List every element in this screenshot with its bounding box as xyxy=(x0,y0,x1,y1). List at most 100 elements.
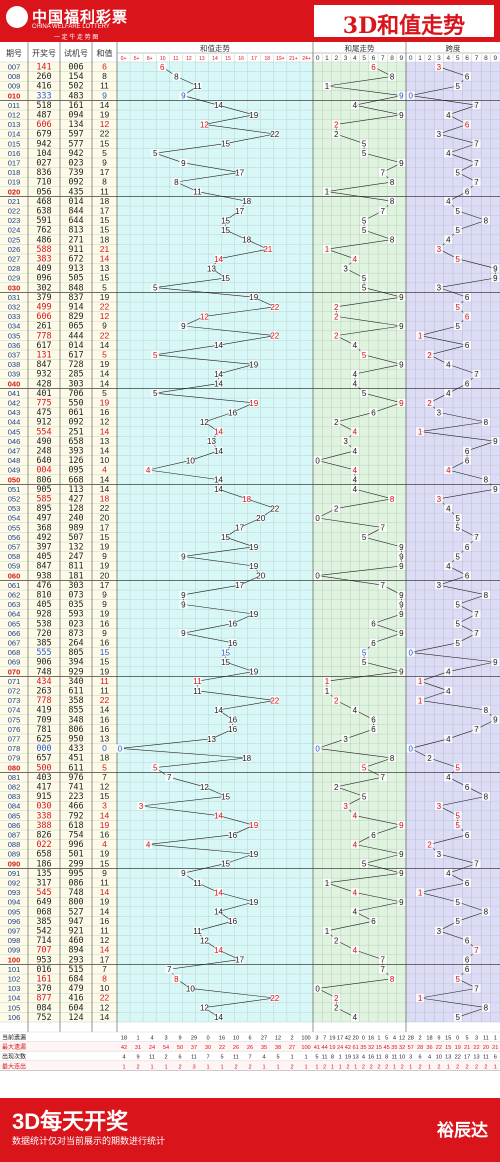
tail-trend-point-bg xyxy=(332,1003,341,1012)
open-number-cell: 778 xyxy=(36,331,51,341)
test-number-cell: 593 xyxy=(68,610,83,620)
period-cell: 086 xyxy=(8,821,21,830)
tail-trend-point: 9 xyxy=(399,610,404,619)
sum-cell: 17 xyxy=(100,954,110,964)
period-cell: 097 xyxy=(8,926,21,935)
sum-trend-point-bg xyxy=(249,110,258,119)
period-cell: 014 xyxy=(8,130,21,139)
span-trend-point-bg xyxy=(453,638,462,647)
span-trend-point: 9 xyxy=(493,274,498,283)
tail-trend-point: 9 xyxy=(399,399,404,408)
period-cell: 035 xyxy=(8,331,21,340)
span-trend-point: 5 xyxy=(455,514,460,523)
span-trend-point-bg xyxy=(491,657,500,667)
stat-tail-value: 61 xyxy=(353,1045,359,1051)
sum-cell: 19 xyxy=(100,109,110,119)
sum-trend-point-bg xyxy=(151,350,160,359)
sum-trend-point: 13 xyxy=(207,735,216,744)
tail-trend-point-bg xyxy=(350,465,359,475)
tail-trend-point: 4 xyxy=(353,706,358,715)
test-number-cell: 873 xyxy=(68,629,83,639)
open-number-cell: 030 xyxy=(36,802,51,812)
stat-sum-value: 26 xyxy=(247,1045,253,1051)
tail-trend-point-bg xyxy=(397,293,406,302)
test-number-cell: 848 xyxy=(68,283,83,293)
test-number-cell: 792 xyxy=(68,811,83,821)
stat-sum-value: 31 xyxy=(135,1045,141,1051)
span-trend-point-bg xyxy=(453,254,462,263)
tail-trend-point: 6 xyxy=(371,63,376,72)
test-number-cell: 502 xyxy=(68,82,83,92)
sum-trend-point-bg xyxy=(214,485,223,494)
test-number-cell: 844 xyxy=(68,206,83,216)
sum-trend-point: 20 xyxy=(256,572,265,581)
span-trend-point-bg xyxy=(463,341,472,350)
stat-sum-value: 2 xyxy=(178,1064,181,1070)
sum-trend-point: 16 xyxy=(228,620,237,629)
header-sum: 和值 xyxy=(97,48,113,58)
period-cell: 056 xyxy=(8,533,21,542)
sum-bin-label: 19+ xyxy=(276,56,285,62)
sum-trend-point: 12 xyxy=(200,312,209,321)
tail-trend-point-bg xyxy=(341,264,350,273)
open-number-cell: 928 xyxy=(36,610,51,620)
sum-trend-point-bg xyxy=(179,629,188,638)
sum-bin-label: 13 xyxy=(199,56,205,62)
tail-trend-point-bg xyxy=(388,72,397,81)
tail-trend-point-bg xyxy=(350,427,359,436)
stat-sum-value: 0 xyxy=(206,1036,209,1042)
stat-tail-value: 11 xyxy=(322,1055,328,1061)
tail-trend-point: 2 xyxy=(334,312,339,321)
open-number-cell: 385 xyxy=(36,917,51,927)
sum-trend-point: 20 xyxy=(256,514,265,523)
sum-trend-point: 15 xyxy=(221,792,230,801)
logo-slogan: 一 定 牛 走 势 图 xyxy=(54,35,99,41)
test-number-cell: 805 xyxy=(68,648,83,658)
tail-trend-point: 8 xyxy=(390,754,395,763)
sum-cell: 19 xyxy=(100,849,110,859)
open-number-cell: 606 xyxy=(36,120,51,130)
stat-tail-value: 8 xyxy=(385,1055,388,1061)
test-number-cell: 416 xyxy=(68,994,83,1004)
sum-cell: 5 xyxy=(102,349,107,359)
tail-trend-point-bg xyxy=(397,849,406,859)
sum-trend-point-bg xyxy=(151,763,160,772)
tail-trend-point: 8 xyxy=(390,236,395,245)
span-trend-point-bg xyxy=(481,1003,490,1012)
stat-sum-value: 10 xyxy=(233,1036,239,1042)
sum-bin-label: 8+ xyxy=(147,56,153,62)
tail-trend-point: 9 xyxy=(399,92,404,101)
sum-trend-point: 14 xyxy=(214,1013,223,1022)
sum-cell: 15 xyxy=(100,225,110,235)
sum-cell: 22 xyxy=(100,129,110,139)
open-number-cell: 895 xyxy=(36,504,51,514)
sum-cell: 15 xyxy=(100,273,110,283)
sum-trend-point-bg xyxy=(221,225,230,235)
sum-trend-point: 14 xyxy=(214,370,223,379)
stat-tail-value: 42 xyxy=(345,1045,351,1051)
sum-cell: 22 xyxy=(100,330,110,340)
span-trend-point: 6 xyxy=(465,831,470,840)
tail-trend-point-bg xyxy=(350,379,359,388)
period-cell: 015 xyxy=(8,139,21,148)
stat-tail-value: 44 xyxy=(322,1045,328,1051)
tail-trend-point-bg xyxy=(350,101,359,110)
span-trend-point: 6 xyxy=(465,380,470,389)
sum-trend-point: 15 xyxy=(221,216,230,225)
stat-span-value: 13 xyxy=(445,1055,451,1061)
sum-trend-point: 12 xyxy=(200,1004,209,1013)
span-trend-point: 8 xyxy=(484,591,489,600)
span-trend-point-bg xyxy=(481,907,490,916)
sum-trend-point: 14 xyxy=(214,812,223,821)
period-cell: 041 xyxy=(8,389,21,398)
tail-trend-point-bg xyxy=(350,811,359,820)
footer-bar: 3D每天开奖 数据统计仅对当前展示的期数进行统计 裕辰达 xyxy=(0,1098,500,1162)
period-cell: 024 xyxy=(8,226,21,235)
tail-trend-point: 6 xyxy=(371,917,376,926)
span-bin-label: 2 xyxy=(428,55,432,62)
tail-trend-point: 8 xyxy=(390,72,395,81)
tail-trend-point: 3 xyxy=(343,437,348,446)
stat-tail-value: 24 xyxy=(337,1045,343,1051)
stat-row-bg xyxy=(0,1041,500,1052)
tail-trend-point-bg xyxy=(388,197,397,206)
